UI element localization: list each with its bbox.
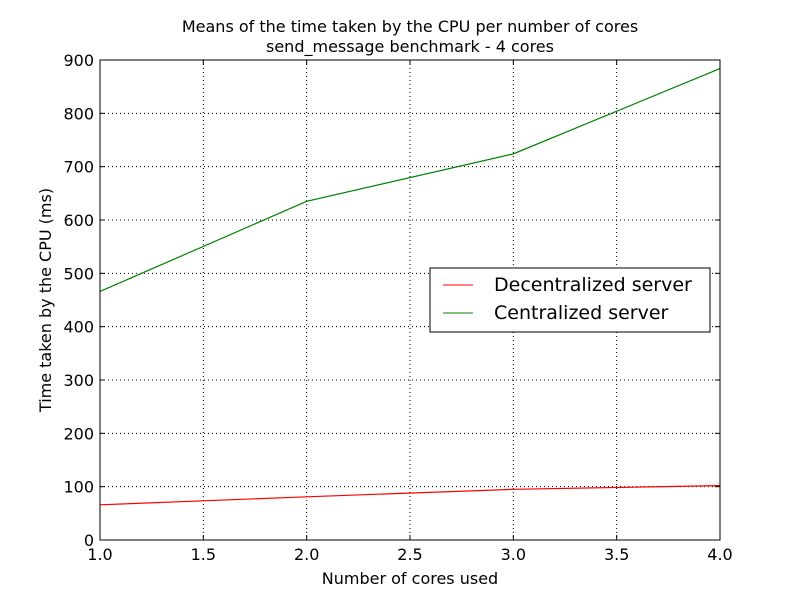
y-tick-label: 0 — [84, 531, 94, 550]
series-line-decentralized — [99, 485, 721, 506]
x-tick-label: 3.5 — [604, 545, 629, 564]
legend: Decentralized server Centralized server — [429, 267, 711, 333]
y-tick-label: 900 — [63, 51, 94, 70]
y-axis-label: Time taken by the CPU (ms) — [36, 188, 55, 413]
x-tick-label: 2.0 — [294, 545, 319, 564]
y-tick-label: 500 — [63, 264, 94, 283]
y-tick-label: 300 — [63, 371, 94, 390]
x-tick-label: 4.0 — [707, 545, 732, 564]
x-tick-label: 2.5 — [397, 545, 422, 564]
y-tick-label: 700 — [63, 158, 94, 177]
y-tick-label: 100 — [63, 478, 94, 497]
y-tick-label: 400 — [63, 318, 94, 337]
y-tick-label: 800 — [63, 104, 94, 123]
chart-title: Means of the time taken by the CPU per n… — [182, 17, 638, 36]
legend-box — [429, 267, 711, 333]
x-axis-label: Number of cores used — [322, 569, 498, 588]
series-lines — [99, 67, 721, 506]
axis-ticks: 1.0 1.5 2.0 2.5 3.0 3.5 4.0 0 100 200 300 400 500 600… — [63, 51, 732, 564]
legend-label-decentralized: Decentralized server — [494, 274, 692, 296]
y-tick-label: 600 — [63, 211, 94, 230]
series-line-centralized — [99, 67, 721, 293]
legend-label-centralized: Centralized server — [494, 302, 669, 324]
x-tick-label: 1.0 — [87, 545, 112, 564]
chart-subtitle: send_message benchmark - 4 cores — [266, 37, 554, 57]
x-tick-label: 3.0 — [501, 545, 526, 564]
y-tick-label: 200 — [63, 424, 94, 443]
x-tick-label: 1.5 — [191, 545, 216, 564]
